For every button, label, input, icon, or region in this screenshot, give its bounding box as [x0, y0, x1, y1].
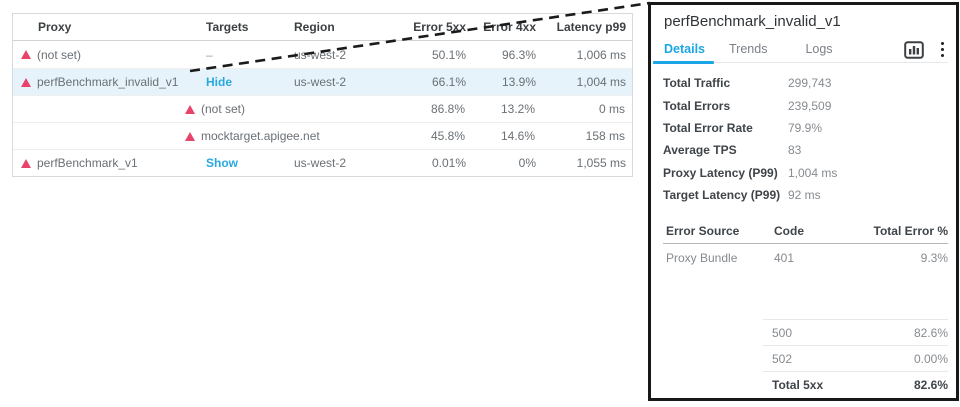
bar-chart-icon[interactable]	[904, 40, 924, 59]
latency-value: 1,004 ms	[576, 75, 626, 89]
table-row-target-mocktarget[interactable]: mocktarget.apigee.net 45.8% 14.6% 158 ms	[13, 122, 632, 149]
proxy-name: (not set)	[37, 47, 82, 62]
metric-total-traffic: Total Traffic 299,743	[663, 76, 832, 91]
kebab-menu-icon[interactable]	[937, 41, 948, 58]
proxy-table: Proxy Targets Region Error 5xx Error 4xx…	[12, 13, 633, 177]
alert-triangle-icon	[185, 131, 195, 141]
region-value: us-west-2	[294, 75, 347, 89]
metrics-list: Total Traffic 299,743 Total Errors 239,5…	[663, 72, 948, 206]
error4xx-value: 14.6%	[500, 129, 535, 143]
column-header-proxy: Proxy	[38, 20, 72, 34]
proxy-table-header: Proxy Targets Region Error 5xx Error 4xx…	[13, 14, 632, 41]
alert-triangle-icon	[21, 50, 31, 59]
alert-triangle-icon	[185, 104, 195, 114]
panel-tabs: Details Trends Logs	[653, 37, 948, 64]
error-breakdown-header: Error Source Code Total Error %	[663, 218, 948, 245]
error5xx-value: 66.1%	[431, 75, 466, 89]
error5xx-value: 45.8%	[430, 129, 465, 143]
proxy-name: perfBenchmark_v1	[37, 156, 138, 170]
proxy-name: perfBenchmark_invalid_v1	[37, 75, 179, 89]
error-code: 502	[772, 351, 793, 366]
alert-triangle-icon	[21, 158, 31, 168]
error5xx-value: 50.1%	[431, 47, 466, 62]
total-5xx-label: Total 5xx	[772, 377, 824, 392]
error-breakdown-lower: 500 82.6% 502 0.00% Total 5xx 82.6%	[763, 319, 948, 397]
target-name: (not set)	[201, 102, 246, 116]
error-breakdown-table: Error Source Code Total Error % Proxy Bu…	[663, 218, 948, 397]
error4xx-value: 0%	[518, 156, 536, 170]
latency-value: 0 ms	[598, 102, 625, 116]
table-row-perfbenchmark-invalid-v1[interactable]: perfBenchmark_invalid_v1 Hide us-west-2 …	[13, 68, 632, 95]
error-row-500: 500 82.6%	[763, 319, 948, 345]
error-row-total-5xx: Total 5xx 82.6%	[763, 371, 948, 397]
metric-total-errors: Total Errors 239,509	[663, 98, 832, 113]
tab-details[interactable]: Details	[653, 37, 714, 64]
error5xx-value: 86.8%	[430, 102, 465, 116]
column-header-error-source: Error Source	[666, 223, 740, 238]
table-row-not-set[interactable]: (not set) – us-west-2 50.1% 96.3% 1,006 …	[13, 41, 632, 68]
panel-title: perfBenchmark_invalid_v1	[664, 13, 841, 30]
total-5xx-pct: 82.6%	[913, 377, 948, 392]
error-source: Proxy Bundle	[666, 250, 738, 265]
table-row-perfbenchmark-v1[interactable]: perfBenchmark_v1 Show us-west-2 0.01% 0%…	[13, 149, 632, 176]
error-pct: 9.3%	[920, 250, 948, 265]
error-table-gap	[663, 271, 948, 319]
error4xx-value: 96.3%	[501, 47, 536, 62]
proxy-detail-panel: perfBenchmark_invalid_v1 Details Trends …	[648, 2, 959, 401]
error-code: 500	[772, 325, 793, 340]
latency-value: 158 ms	[585, 129, 625, 143]
error-row-401: Proxy Bundle 401 9.3%	[663, 244, 948, 271]
alert-triangle-icon	[21, 77, 31, 87]
column-header-region: Region	[294, 20, 335, 34]
error-pct: 82.6%	[913, 325, 948, 340]
show-targets-link[interactable]: Show	[206, 156, 238, 170]
metric-average-tps: Average TPS 83	[663, 143, 802, 158]
hide-targets-link[interactable]: Hide	[206, 75, 233, 89]
error-row-502: 502 0.00%	[763, 345, 948, 371]
metric-total-error-rate: Total Error Rate 79.9%	[663, 120, 823, 135]
table-row-target-not-set[interactable]: (not set) 86.8% 13.2% 0 ms	[13, 95, 632, 122]
latency-value: 1,006 ms	[576, 47, 626, 62]
column-header-total-error: Total Error %	[873, 223, 948, 238]
metric-proxy-latency: Proxy Latency (P99) 1,004 ms	[663, 165, 838, 180]
tab-logs[interactable]: Logs	[805, 41, 833, 56]
metric-target-latency: Target Latency (P99) 92 ms	[663, 188, 821, 203]
column-header-error5xx: Error 5xx	[413, 20, 466, 34]
column-header-error4xx: Error 4xx	[483, 20, 536, 34]
error-code: 401	[774, 250, 795, 265]
column-header-latency: Latency p99	[556, 20, 626, 34]
error-pct: 0.00%	[913, 351, 948, 366]
column-header-targets: Targets	[206, 20, 249, 34]
region-value: us-west-2	[294, 47, 347, 62]
target-name: mocktarget.apigee.net	[201, 129, 320, 143]
error4xx-value: 13.2%	[500, 102, 535, 116]
latency-value: 1,055 ms	[576, 156, 626, 170]
region-value: us-west-2	[294, 156, 347, 170]
targets-empty-dash: –	[206, 47, 213, 62]
tab-trends[interactable]: Trends	[729, 41, 768, 56]
error4xx-value: 13.9%	[501, 75, 536, 89]
column-header-code: Code	[774, 223, 804, 238]
error5xx-value: 0.01%	[431, 156, 466, 170]
